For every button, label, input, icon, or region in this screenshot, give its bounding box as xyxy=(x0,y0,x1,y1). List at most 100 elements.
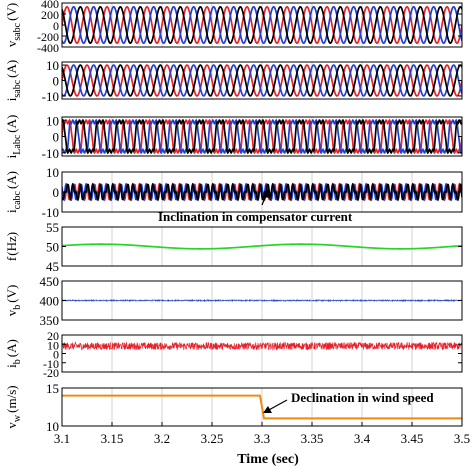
x-tick-label: 3.35 xyxy=(301,431,324,446)
y-axis-label: ib (A) xyxy=(4,339,23,368)
y-axis-label-main: i xyxy=(4,209,19,213)
plot-area xyxy=(62,182,462,202)
y-tick-label: -10 xyxy=(42,205,59,220)
y-axis-label-main: v xyxy=(4,422,19,429)
y-axis-label-sub: b xyxy=(12,359,23,364)
y-tick-label: 0 xyxy=(53,130,60,145)
y-tick-label: 200 xyxy=(41,8,59,22)
series-line-f xyxy=(62,243,462,250)
panel-2: 100-10 isabc(A) xyxy=(4,58,463,104)
y-axis-label-unit: (V) xyxy=(4,285,19,303)
x-tick-label: 3.2 xyxy=(154,431,170,446)
plot-area xyxy=(62,118,462,155)
y-tick-label: 10 xyxy=(46,58,59,73)
y-axis-label: vsabc(V) xyxy=(4,3,23,47)
y-axis-label-unit: (A) xyxy=(4,339,19,357)
panel-5: 55 50 45 f(Hz) xyxy=(4,220,463,274)
y-tick-label: -400 xyxy=(37,41,59,55)
y-axis-label-sub: sabc xyxy=(12,22,23,40)
y-tick-label: 10 xyxy=(47,338,59,352)
y-tick-label: 10 xyxy=(46,165,59,180)
series-line-a xyxy=(62,5,462,45)
y-tick-label: -200 xyxy=(37,30,59,44)
x-axis: 3.1 3.15 3.2 3.25 3.3 3.35 3.4 3.45 3.5 xyxy=(54,422,470,446)
panel-4: 10 0 -10 icabc(A) xyxy=(4,165,463,220)
y-axis-label-main: i xyxy=(4,154,19,158)
series-line-vw xyxy=(62,394,462,420)
series-line-vb xyxy=(62,298,462,303)
y-axis-label-sub: Labc xyxy=(12,134,23,155)
series-line-b xyxy=(62,5,462,45)
y-tick-label: 400 xyxy=(40,294,60,309)
y-tick-label: 10 xyxy=(46,113,59,128)
y-axis-label-main: f xyxy=(4,256,19,261)
y-tick-label: 50 xyxy=(46,240,59,255)
panel-3: 10 0-10 iLabc(A) xyxy=(4,113,463,161)
y-tick-label: 350 xyxy=(40,313,60,328)
y-axis-label-sub: b xyxy=(12,305,23,310)
y-tick-label: 20 xyxy=(47,329,59,343)
x-tick-label: 3.45 xyxy=(401,431,424,446)
y-axis-label-unit: (Hz) xyxy=(4,232,19,256)
series-line-a xyxy=(62,64,462,97)
annotation-wind-arrow xyxy=(266,399,288,412)
y-tick-label: 450 xyxy=(40,274,60,289)
y-tick-label: 15 xyxy=(46,381,59,396)
plot-area xyxy=(62,394,462,420)
series-line-c xyxy=(62,5,462,45)
annotation-wind-arrowhead xyxy=(263,406,272,413)
y-axis-label-main: i xyxy=(4,97,19,101)
x-tick-label: 3.25 xyxy=(201,431,224,446)
plot-area xyxy=(62,341,462,352)
series-line-c xyxy=(62,64,462,97)
series-line-c xyxy=(62,118,462,155)
y-tick-label: 0 xyxy=(53,19,59,33)
y-axis-label-sub: sabc xyxy=(12,79,23,97)
y-tick-label: -10 xyxy=(42,146,59,161)
series-line-b xyxy=(62,64,462,97)
panel-8: 15 10 vw (m/s) xyxy=(4,381,463,434)
y-tick-label: 45 xyxy=(46,259,59,274)
x-axis-label: Time (sec) xyxy=(237,452,299,467)
y-tick-label: -20 xyxy=(43,366,59,380)
y-axis-label-main: v xyxy=(4,309,19,316)
series-line-b xyxy=(62,118,462,155)
x-tick-label: 3.4 xyxy=(354,431,371,446)
y-axis-label: vb (V) xyxy=(4,285,23,317)
y-tick-label: -10 xyxy=(42,89,59,104)
panels: 4002000-200-400vsabc(V)100-10isabc(A)100… xyxy=(4,0,463,434)
y-tick-label: 10 xyxy=(46,419,59,434)
annotation-wind: Declination in wind speed xyxy=(291,390,434,405)
y-axis-label: f(Hz) xyxy=(4,232,19,261)
y-axis-label-main: v xyxy=(4,40,19,47)
x-tick-label: 3.5 xyxy=(454,431,470,446)
y-axis-label-main: i xyxy=(4,364,19,368)
y-tick-label: 400 xyxy=(41,0,59,11)
y-tick-label: 0 xyxy=(53,185,60,200)
y-axis-label-unit: (A) xyxy=(4,60,19,78)
y-axis-label-unit: (V) xyxy=(4,3,19,21)
series-line-c xyxy=(62,182,462,202)
plot-area xyxy=(62,243,462,250)
y-tick-label: 55 xyxy=(46,220,59,235)
plot-area xyxy=(62,298,462,303)
y-axis-label-unit: (A) xyxy=(4,115,19,133)
y-axis-label-sub: cabc xyxy=(12,190,23,209)
y-axis-label: isabc(A) xyxy=(4,60,23,101)
annotation-compensator-arrowhead xyxy=(263,189,270,198)
x-tick-label: 3.1 xyxy=(54,431,70,446)
panel-6: 450 400 350 vb (V) xyxy=(4,274,463,328)
y-tick-label: 0 xyxy=(53,74,60,89)
x-tick-label: 3.3 xyxy=(254,431,270,446)
plot-area xyxy=(62,64,462,97)
y-axis-label-unit: (m/s) xyxy=(4,385,19,412)
series-line-ib xyxy=(62,341,462,352)
plot-area xyxy=(62,5,462,45)
y-axis-label: icabc(A) xyxy=(4,171,23,213)
annotation-compensator: Inclination in compensator current xyxy=(158,209,353,224)
y-axis-label-sub: w xyxy=(12,414,23,422)
y-axis-label-unit: (A) xyxy=(4,171,19,189)
